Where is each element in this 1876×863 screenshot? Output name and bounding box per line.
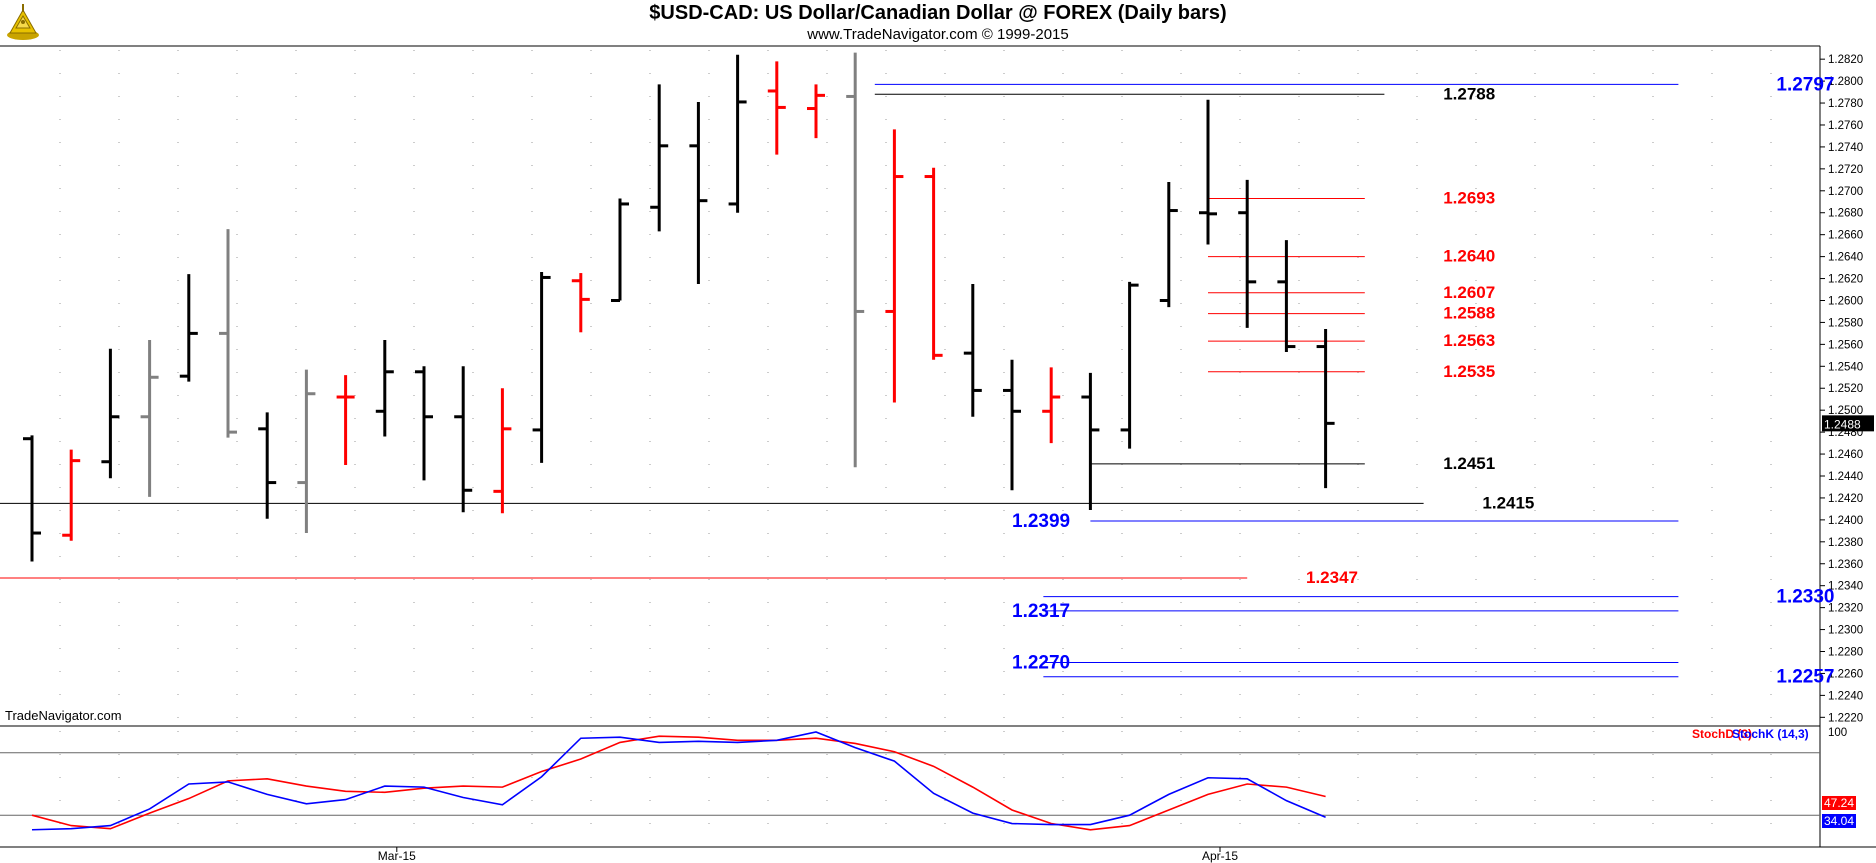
- level-label: 1.2317: [1012, 601, 1070, 622]
- y-tick-label: 1.2460: [1828, 449, 1863, 461]
- y-tick-label: 1.2660: [1828, 230, 1863, 242]
- chart-header: $USD-CAD: US Dollar/Canadian Dollar @ FO…: [0, 0, 1876, 46]
- x-tick-label: Mar-15: [378, 849, 416, 863]
- y-tick-label: 1.2260: [1828, 668, 1863, 680]
- chart-subtitle: www.TradeNavigator.com © 1999-2015: [807, 26, 1069, 43]
- y-tick-label: 1.2780: [1828, 98, 1863, 110]
- y-tick-label: 1.2220: [1828, 712, 1863, 724]
- y-tick-label: 1.2540: [1828, 361, 1863, 373]
- level-label: 1.2270: [1012, 652, 1070, 673]
- level-label: 1.2588: [1443, 304, 1495, 323]
- last-price-badge: [1822, 415, 1874, 432]
- y-tick-label: 1.2420: [1828, 493, 1863, 505]
- stoch-value-badge: [1822, 814, 1856, 828]
- level-label: 1.2257: [1776, 667, 1834, 688]
- level-label: 1.2797: [1776, 74, 1834, 95]
- level-label: 1.2535: [1443, 362, 1495, 381]
- chart-title: $USD-CAD: US Dollar/Canadian Dollar @ FO…: [649, 2, 1227, 24]
- y-tick-label: 1.2760: [1828, 120, 1863, 132]
- y-tick-label: 1.2320: [1828, 603, 1863, 615]
- x-tick-label: Apr-15: [1202, 849, 1238, 863]
- tradenavigator-logo-icon: [4, 2, 44, 42]
- y-tick-label: 1.2620: [1828, 274, 1863, 286]
- legend-stochk: StochK (14,3): [1732, 727, 1809, 741]
- y-tick-label: 1.2680: [1828, 208, 1863, 220]
- watermark-label: TradeNavigator.com: [5, 708, 122, 723]
- stoch-series-line: [31, 731, 1326, 831]
- level-label: 1.2399: [1012, 511, 1070, 532]
- y-tick-label: 1.2360: [1828, 559, 1863, 571]
- level-label: 1.2415: [1482, 493, 1534, 512]
- level-label: 1.2563: [1443, 331, 1495, 350]
- y-tick-label: 1.2240: [1828, 690, 1863, 702]
- level-label: 1.2788: [1443, 84, 1495, 103]
- y-tick-label: 1.2520: [1828, 383, 1863, 395]
- stoch-value-label: 47.24: [1824, 796, 1854, 810]
- y-tick-label: 1.2560: [1828, 339, 1863, 351]
- stoch-series-line: [31, 735, 1326, 831]
- level-label: 1.2451: [1443, 454, 1495, 473]
- y-tick-label: 1.2400: [1828, 515, 1863, 527]
- y-tick-label: 1.2600: [1828, 295, 1863, 307]
- y-tick-label: 1.2300: [1828, 625, 1863, 637]
- y-tick-label: 1.2380: [1828, 537, 1863, 549]
- y-tick-label: 1.2820: [1828, 54, 1863, 66]
- last-price-label: 1.2488: [1824, 417, 1861, 431]
- y-tick-label: 1.2640: [1828, 252, 1863, 264]
- stoch-value-badge: [1822, 796, 1856, 810]
- y-tick-label: 1.2720: [1828, 164, 1863, 176]
- y-tick-label: 1.2580: [1828, 317, 1863, 329]
- y-tick-label: 1.2440: [1828, 471, 1863, 483]
- level-label: 1.2607: [1443, 283, 1495, 302]
- y-tick-label: 1.2500: [1828, 405, 1863, 417]
- y-tick-label: 1.2800: [1828, 76, 1863, 88]
- level-label: 1.2693: [1443, 188, 1495, 207]
- legend-stochd: StochD (3): [1692, 727, 1752, 741]
- y-tick-label: 1.2740: [1828, 142, 1863, 154]
- stoch-tick-label: 100: [1828, 727, 1847, 739]
- stoch-value-label: 34.04: [1824, 814, 1854, 828]
- y-tick-label: 1.2280: [1828, 647, 1863, 659]
- y-tick-label: 1.2340: [1828, 581, 1863, 593]
- level-label: 1.2347: [1306, 568, 1358, 587]
- level-label: 1.2640: [1443, 247, 1495, 266]
- level-label: 1.2330: [1776, 587, 1834, 608]
- y-tick-label: 1.2700: [1828, 186, 1863, 198]
